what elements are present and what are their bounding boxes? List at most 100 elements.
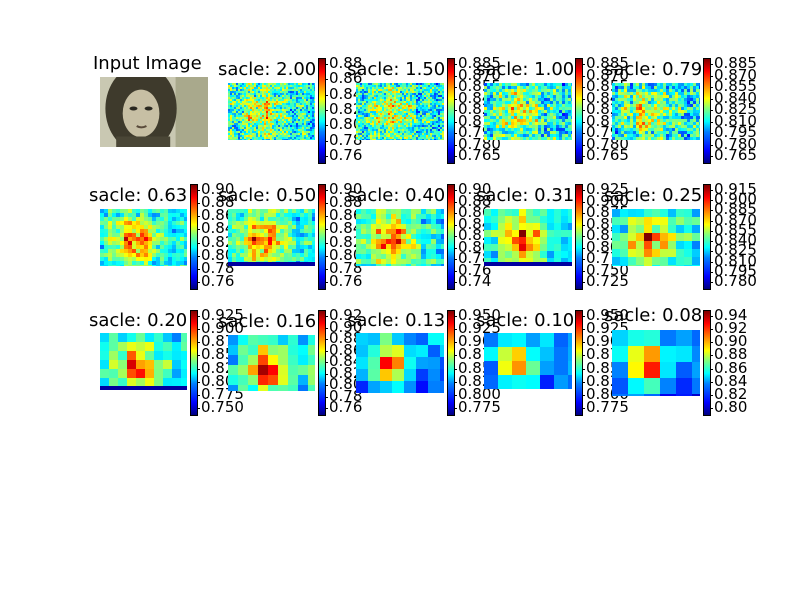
colorbar-tick-mark — [326, 373, 328, 375]
heatmap — [612, 83, 700, 140]
colorbar-tick-mark — [455, 247, 457, 249]
colorbar-tick-mark — [583, 236, 585, 237]
colorbar-tick-mark — [326, 316, 328, 317]
colorbar-tick-label: 0.915 — [714, 180, 757, 198]
panel-title: sacle: 0.63 — [89, 185, 188, 206]
colorbar-tick-mark — [198, 329, 200, 331]
colorbar-tick-mark — [583, 190, 585, 191]
colorbar-tick-mark — [198, 242, 200, 244]
colorbar-tick-mark — [326, 94, 328, 96]
colorbar-tick-mark — [711, 190, 713, 191]
colorbar-tick-label: 0.88 — [458, 191, 492, 210]
colorbar — [703, 58, 711, 164]
colorbar-tick-mark — [583, 329, 585, 331]
colorbar-tick-mark — [583, 247, 585, 249]
colorbar-tick-mark — [455, 408, 457, 409]
colorbar-tick-label: 0.94 — [714, 306, 748, 324]
colorbar-tick-mark — [326, 408, 328, 409]
heatmap-image — [356, 333, 444, 393]
colorbar-tick-label: 0.92 — [714, 319, 748, 338]
panel-title: Input Image — [93, 53, 202, 74]
colorbar-tick-label: 0.925 — [586, 180, 629, 198]
colorbar-tick-label: 0.76 — [329, 398, 363, 416]
colorbar-tick-label: 0.870 — [714, 65, 757, 84]
colorbar-tick-label: 0.88 — [329, 54, 363, 72]
panel-title: sacle: 0.20 — [89, 310, 188, 331]
colorbar-tick-mark — [455, 270, 457, 272]
colorbar-tick-mark — [583, 110, 585, 111]
colorbar-tick-label: 0.84 — [329, 352, 363, 370]
colorbar-tick-mark — [583, 381, 585, 383]
panel-title: sacle: 1.50 — [347, 59, 446, 80]
colorbar — [318, 58, 326, 164]
colorbar — [575, 310, 583, 416]
colorbar-tick-mark — [455, 87, 457, 88]
colorbar — [190, 184, 198, 290]
colorbar-tick-label: 0.88 — [714, 345, 748, 364]
colorbar-tick-mark — [455, 75, 457, 77]
colorbar — [318, 310, 326, 416]
heatmap-image — [356, 209, 444, 266]
colorbar-tick-label: 0.870 — [458, 65, 501, 84]
colorbar-tick-label: 0.80 — [329, 245, 363, 264]
colorbar-tick-label: 0.810 — [714, 251, 757, 270]
colorbar — [318, 184, 326, 290]
colorbar-tick-mark — [711, 230, 713, 232]
panel-title: sacle: 0.10 — [476, 310, 575, 331]
colorbar-tick-mark — [455, 144, 457, 146]
colorbar-tick-mark — [583, 316, 585, 317]
colorbar-tick-mark — [711, 210, 713, 212]
colorbar-tick-mark — [198, 216, 200, 218]
colorbar-tick-label: 0.78 — [458, 249, 492, 267]
colorbar-tick-mark — [583, 213, 585, 214]
colorbar-tick-mark — [711, 98, 713, 100]
colorbar-tick-label: 0.88 — [329, 329, 363, 347]
colorbar-tick-mark — [198, 268, 200, 270]
panel-title: sacle: 0.40 — [347, 185, 446, 206]
colorbar-tick-label: 0.78 — [201, 258, 235, 277]
colorbar-tick-label: 0.86 — [329, 206, 363, 225]
colorbar-tick-label: 0.82 — [714, 384, 748, 403]
colorbar-tick-mark — [326, 203, 328, 205]
colorbar — [575, 58, 583, 164]
panel-title: sacle: 0.79 — [604, 59, 703, 80]
heatmap — [100, 209, 187, 266]
colorbar-tick-label: 0.76 — [329, 146, 363, 164]
colorbar-tick-label: 0.86 — [329, 69, 363, 88]
colorbar-tick-mark — [455, 381, 457, 383]
colorbar-tick-label: 0.82 — [458, 226, 492, 244]
colorbar-tick-mark — [711, 110, 713, 111]
panel-title: sacle: 0.08 — [604, 305, 703, 326]
colorbar — [190, 310, 198, 416]
colorbar-tick-mark — [455, 156, 457, 157]
colorbar-tick-label: 0.78 — [329, 386, 363, 405]
colorbar-tick-mark — [455, 316, 457, 317]
colorbar-tick-mark — [455, 133, 457, 134]
colorbar-tick-mark — [711, 156, 713, 157]
colorbar-tick-mark — [455, 368, 457, 370]
colorbar-tick-mark — [326, 282, 328, 283]
colorbar — [703, 184, 711, 290]
colorbar-tick-mark — [326, 125, 328, 127]
colorbar-tick-mark — [583, 394, 585, 396]
colorbar-tick-label: 0.86 — [329, 340, 363, 359]
colorbar-tick-label: 0.840 — [714, 88, 757, 107]
colorbar-tick-mark — [455, 213, 457, 214]
colorbar-tick-mark — [198, 190, 200, 191]
colorbar-tick-label: 0.82 — [201, 232, 235, 251]
panel-title: sacle: 0.16 — [218, 311, 317, 332]
colorbar-tick-label: 0.92 — [329, 306, 363, 324]
colorbar-tick-label: 0.84 — [329, 219, 363, 238]
colorbar-tick-label: 0.810 — [714, 111, 757, 130]
colorbar-tick-label: 0.725 — [586, 272, 629, 290]
colorbar-tick-label: 0.90 — [329, 317, 363, 336]
colorbar-tick-mark — [711, 251, 713, 253]
colorbar-tick-label: 0.900 — [201, 319, 244, 338]
colorbar-tick-label: 0.855 — [714, 77, 757, 95]
colorbar-tick-mark — [326, 268, 328, 270]
colorbar-tick-mark — [583, 201, 585, 203]
colorbar-tick-label: 0.82 — [329, 100, 363, 118]
panel-title: sacle: 0.31 — [476, 185, 575, 206]
colorbar-tick-label: 0.88 — [201, 193, 235, 212]
colorbar-tick-mark — [326, 242, 328, 244]
